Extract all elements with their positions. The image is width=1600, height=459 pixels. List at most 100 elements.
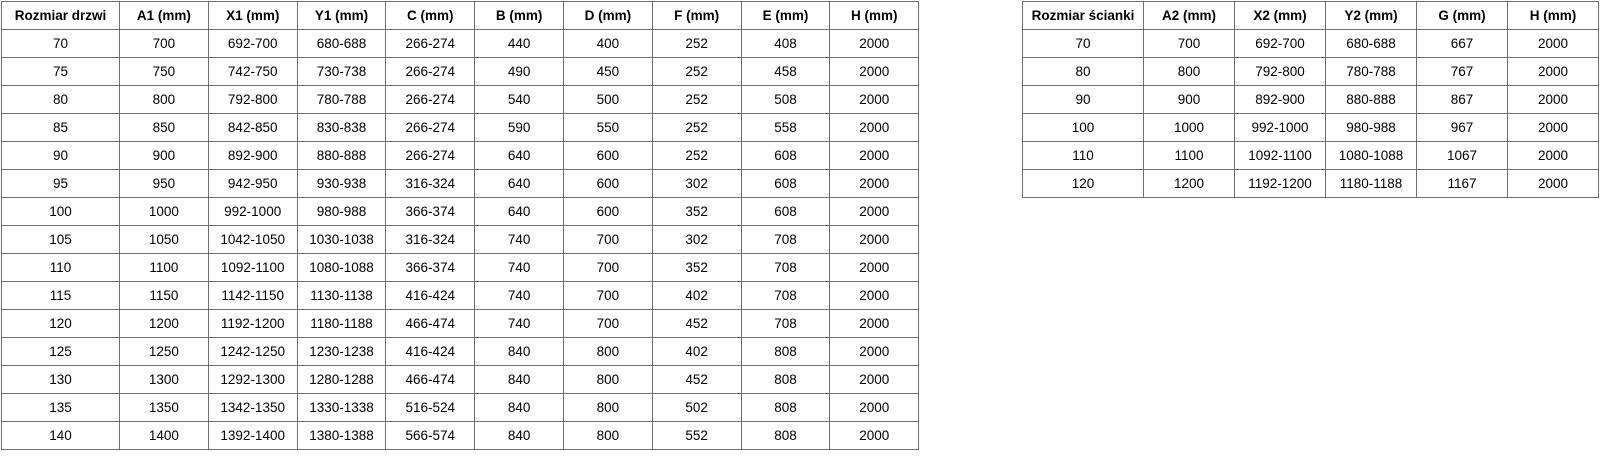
column-header: Y2 (mm): [1325, 1, 1417, 30]
table-row: 80 800 792-800 780-788 767 2000: [1022, 57, 1599, 86]
table-cell: 930-938: [296, 169, 387, 198]
table-cell: 80: [1022, 57, 1144, 86]
table-cell: 252: [651, 85, 742, 114]
table-cell: 808: [740, 365, 831, 394]
table-cell: 1192-1200: [1234, 169, 1326, 198]
table-cell: 2000: [1507, 113, 1599, 142]
table-cell: 2000: [829, 337, 920, 366]
table-cell: 700: [119, 29, 209, 58]
table-cell: 2000: [829, 57, 920, 86]
table-cell: 2000: [829, 309, 920, 338]
table-cell: 2000: [829, 197, 920, 226]
table-cell: 640: [474, 141, 564, 170]
table-cell: 110: [1, 253, 120, 282]
table-row: 115 1150 1142-1150 1130-1138 416-424 740 700 40…: [1, 281, 920, 310]
table-cell: 252: [651, 141, 742, 170]
table-cell: 980-988: [1325, 113, 1417, 142]
table-cell: 1330-1338: [296, 393, 387, 422]
table-cell: 466-474: [385, 365, 476, 394]
table-row: 105 1050 1042-1050 1030-1038 316-324 740 700 30…: [1, 225, 920, 254]
table-cell: 840: [474, 337, 564, 366]
table-cell: 2000: [829, 421, 920, 450]
table-cell: 252: [651, 113, 742, 142]
table-cell: 120: [1022, 169, 1144, 198]
table-cell: 416-424: [385, 281, 476, 310]
table-cell: 316-324: [385, 225, 476, 254]
table-cell: 266-274: [385, 57, 476, 86]
table-cell: 550: [562, 113, 653, 142]
header-row: Rozmiar drzwi A1 (mm) X1 (mm) Y1 (mm) C (mm)…: [1, 1, 920, 30]
table-cell: 2000: [829, 113, 920, 142]
column-header: C (mm): [385, 1, 476, 30]
table-cell: 408: [740, 29, 831, 58]
table-cell: 125: [1, 337, 120, 366]
table-cell: 110: [1022, 141, 1144, 170]
table-row: 100 1000 992-1000 980-988 967 2000: [1022, 113, 1599, 142]
table-row: 140 1400 1392-1400 1380-1388 566-574 840 800 55…: [1, 421, 920, 450]
table-cell: 2000: [829, 225, 920, 254]
table-cell: 800: [119, 85, 209, 114]
table-cell: 120: [1, 309, 120, 338]
table-cell: 2000: [829, 393, 920, 422]
table-cell: 400: [562, 29, 653, 58]
table-cell: 767: [1416, 57, 1508, 86]
table-cell: 708: [740, 281, 831, 310]
table-cell: 266-274: [385, 85, 476, 114]
table-cell: 867: [1416, 85, 1508, 114]
table-cell: 490: [474, 57, 564, 86]
door-sizes-table: Rozmiar drzwi A1 (mm) X1 (mm) Y1 (mm) C (mm)…: [1, 1, 920, 450]
table-cell: 667: [1416, 29, 1508, 58]
table-cell: 700: [562, 253, 653, 282]
table-cell: 1342-1350: [207, 393, 298, 422]
table-cell: 600: [562, 141, 653, 170]
table-cell: 266-274: [385, 141, 476, 170]
table-cell: 608: [740, 169, 831, 198]
column-header: X2 (mm): [1234, 1, 1326, 30]
column-header: B (mm): [474, 1, 564, 30]
table-cell: 800: [562, 337, 653, 366]
table-cell: 1100: [1143, 141, 1235, 170]
table-cell: 1180-1188: [296, 309, 387, 338]
table-cell: 808: [740, 421, 831, 450]
table-cell: 800: [562, 421, 653, 450]
column-header: G (mm): [1416, 1, 1508, 30]
table-row: 70 700 692-700 680-688 667 2000: [1022, 29, 1599, 58]
column-header: D (mm): [562, 1, 653, 30]
table-cell: 2000: [829, 253, 920, 282]
column-header: Y1 (mm): [296, 1, 387, 30]
table-cell: 850: [119, 113, 209, 142]
table-cell: 700: [562, 225, 653, 254]
table-cell: 950: [119, 169, 209, 198]
table-row: 120 1200 1192-1200 1180-1188 466-474 740 700 45…: [1, 309, 920, 338]
table-cell: 800: [562, 393, 653, 422]
table-cell: 1142-1150: [207, 281, 298, 310]
table-cell: 566-574: [385, 421, 476, 450]
table-cell: 708: [740, 225, 831, 254]
table-cell: 700: [1143, 29, 1235, 58]
table-cell: 692-700: [1234, 29, 1326, 58]
table-cell: 1080-1088: [1325, 141, 1417, 170]
table-cell: 100: [1022, 113, 1144, 142]
table-cell: 130: [1, 365, 120, 394]
table-cell: 700: [562, 281, 653, 310]
table-cell: 85: [1, 113, 120, 142]
table-cell: 740: [474, 309, 564, 338]
table-row: 135 1350 1342-1350 1330-1338 516-524 840 800 50…: [1, 393, 920, 422]
wall-sizes-table: Rozmiar ścianki A2 (mm) X2 (mm) Y2 (mm) G (m…: [1022, 1, 1599, 198]
table-cell: 1192-1200: [207, 309, 298, 338]
table-cell: 880-888: [296, 141, 387, 170]
table-cell: 1242-1250: [207, 337, 298, 366]
table-row: 80 800 792-800 780-788 266-274 540 500 252 508 20…: [1, 85, 920, 114]
table-cell: 1200: [1143, 169, 1235, 198]
table-cell: 640: [474, 197, 564, 226]
table-cell: 70: [1, 29, 120, 58]
table-cell: 516-524: [385, 393, 476, 422]
table-cell: 452: [651, 309, 742, 338]
column-header: H (mm): [829, 1, 920, 30]
table-cell: 402: [651, 337, 742, 366]
table-cell: 792-800: [1234, 57, 1326, 86]
table-cell: 1050: [119, 225, 209, 254]
table-cell: 2000: [1507, 85, 1599, 114]
table-cell: 992-1000: [1234, 113, 1326, 142]
